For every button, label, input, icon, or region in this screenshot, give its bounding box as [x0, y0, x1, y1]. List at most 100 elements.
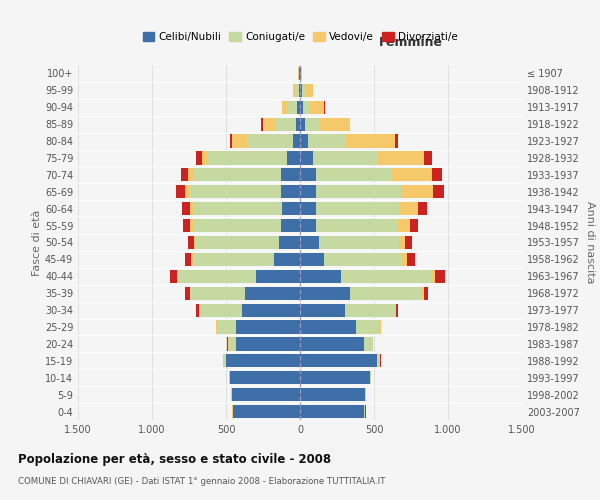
Bar [299, 84, 300, 97]
Bar [295, 84, 299, 97]
Bar [190, 202, 193, 215]
Bar [300, 286, 350, 300]
Bar [432, 168, 442, 181]
Bar [308, 134, 345, 147]
Bar [300, 219, 316, 232]
Bar [261, 118, 263, 131]
Bar [229, 338, 236, 350]
Bar [185, 253, 191, 266]
Bar [202, 152, 208, 164]
Bar [300, 388, 365, 401]
Text: Popolazione per età, sesso e stato civile - 2008: Popolazione per età, sesso e stato civil… [18, 452, 331, 466]
Bar [226, 354, 300, 368]
Bar [398, 219, 410, 232]
Bar [230, 371, 300, 384]
Bar [232, 388, 300, 401]
Bar [301, 67, 302, 80]
Bar [188, 236, 194, 249]
Bar [232, 134, 247, 147]
Bar [341, 270, 432, 283]
Bar [300, 253, 323, 266]
Bar [300, 168, 316, 181]
Bar [196, 236, 278, 249]
Bar [395, 134, 398, 147]
Bar [303, 100, 310, 114]
Bar [350, 286, 422, 300]
Bar [233, 405, 300, 418]
Bar [433, 185, 443, 198]
Bar [377, 354, 380, 368]
Bar [424, 152, 432, 164]
Bar [300, 236, 319, 249]
Bar [399, 236, 405, 249]
Bar [323, 253, 402, 266]
Bar [185, 286, 190, 300]
Bar [281, 202, 300, 215]
Bar [191, 253, 193, 266]
Bar [300, 100, 303, 114]
Bar [305, 118, 320, 131]
Bar [356, 320, 380, 334]
Bar [231, 388, 232, 401]
Bar [194, 236, 196, 249]
Bar [183, 219, 190, 232]
Bar [379, 152, 424, 164]
Bar [407, 253, 415, 266]
Bar [300, 405, 364, 418]
Bar [217, 320, 236, 334]
Bar [300, 338, 364, 350]
Bar [300, 202, 316, 215]
Y-axis label: Fasce di età: Fasce di età [32, 210, 42, 276]
Bar [300, 67, 301, 80]
Bar [293, 134, 300, 147]
Bar [319, 236, 399, 249]
Bar [182, 202, 190, 215]
Bar [313, 152, 379, 164]
Bar [224, 354, 226, 368]
Bar [236, 338, 300, 350]
Bar [300, 118, 305, 131]
Bar [247, 134, 293, 147]
Bar [432, 270, 434, 283]
Bar [256, 270, 300, 283]
Y-axis label: Anni di nascita: Anni di nascita [585, 201, 595, 284]
Bar [401, 185, 433, 198]
Bar [297, 100, 300, 114]
Bar [190, 219, 193, 232]
Bar [228, 338, 229, 350]
Bar [242, 304, 300, 316]
Bar [236, 320, 300, 334]
Bar [178, 270, 256, 283]
Bar [410, 219, 418, 232]
Bar [300, 270, 341, 283]
Bar [299, 67, 300, 80]
Bar [300, 320, 356, 334]
Bar [405, 236, 412, 249]
Bar [345, 134, 395, 147]
Bar [424, 286, 428, 300]
Bar [188, 168, 193, 181]
Bar [296, 118, 300, 131]
Bar [396, 304, 398, 316]
Bar [345, 304, 395, 316]
Bar [300, 304, 345, 316]
Bar [274, 253, 300, 266]
Bar [418, 202, 427, 215]
Bar [193, 202, 281, 215]
Bar [215, 320, 217, 334]
Bar [316, 168, 392, 181]
Bar [316, 185, 401, 198]
Bar [185, 185, 189, 198]
Bar [300, 354, 377, 368]
Bar [281, 100, 282, 114]
Bar [189, 185, 281, 198]
Bar [193, 253, 274, 266]
Bar [365, 388, 366, 401]
Bar [300, 371, 370, 384]
Bar [288, 100, 297, 114]
Bar [170, 270, 177, 283]
Bar [300, 134, 308, 147]
Bar [287, 152, 300, 164]
Bar [316, 202, 399, 215]
Bar [302, 84, 305, 97]
